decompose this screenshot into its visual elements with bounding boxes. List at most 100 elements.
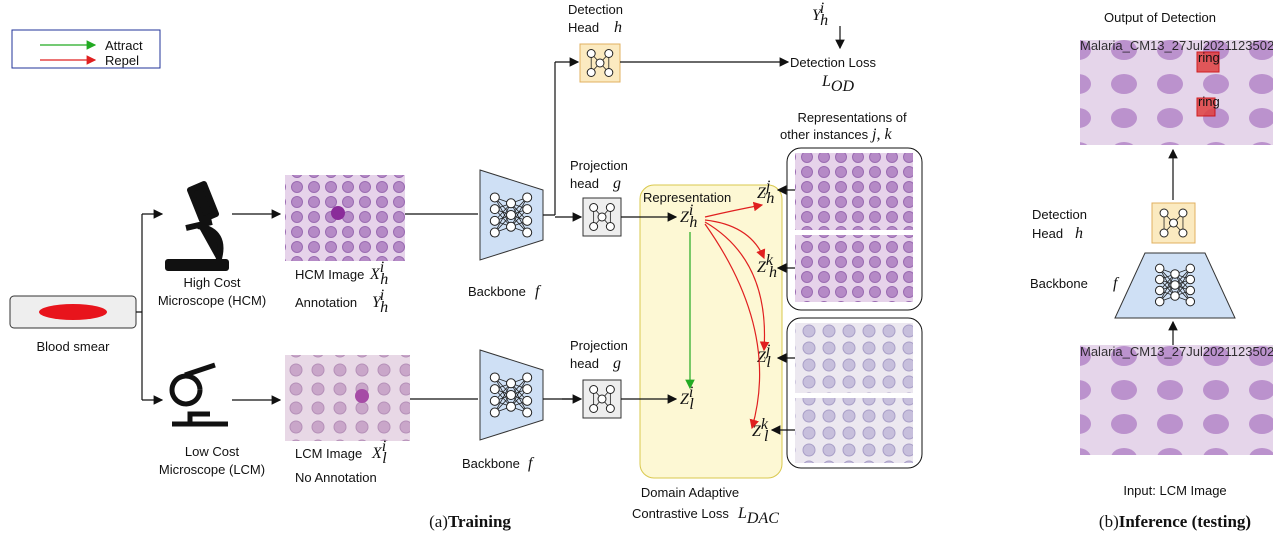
math: g — [613, 355, 621, 372]
label: Microscope (LCM) — [159, 462, 265, 477]
net-node — [490, 408, 499, 417]
net-node — [606, 386, 614, 394]
net-node — [490, 373, 499, 382]
label: Domain Adaptive — [641, 485, 739, 500]
math: h — [614, 19, 622, 36]
label: Microscope (HCM) — [158, 293, 266, 308]
hcm-image — [285, 175, 405, 261]
net-node — [523, 193, 532, 202]
caption-prefix: (a) — [429, 512, 448, 531]
net-node — [606, 223, 614, 231]
caption: (b)Inference (testing) — [1099, 512, 1251, 531]
math-sub: l — [689, 396, 694, 413]
math: g — [613, 175, 621, 192]
label: Projection — [570, 338, 628, 353]
net-node — [507, 199, 516, 208]
net-node — [1186, 264, 1195, 273]
label: Head — [568, 20, 599, 35]
label: other instances — [780, 127, 869, 142]
watermark: Malaria_CM13_27Jul2021123502 — [1080, 344, 1273, 359]
output-image — [1080, 40, 1273, 145]
caption-bold: Training — [448, 512, 511, 531]
label: Low Cost — [185, 444, 240, 459]
net-node — [587, 50, 595, 58]
net-node — [1171, 281, 1180, 290]
net-node — [1155, 286, 1164, 295]
math-sub: l — [382, 450, 387, 467]
math: LOD — [821, 73, 854, 95]
net-node — [596, 59, 604, 67]
microscope-icon — [168, 184, 226, 268]
net-node — [490, 205, 499, 214]
lcm-image — [285, 355, 410, 441]
label: Representation — [643, 190, 731, 205]
caption-prefix: (b) — [1099, 512, 1119, 531]
net-node — [1155, 297, 1164, 306]
label: head — [570, 176, 599, 191]
net-node — [1186, 286, 1195, 295]
net-node — [1186, 297, 1195, 306]
net-node — [507, 211, 516, 220]
net-node — [1160, 209, 1168, 217]
caption: (a)Training — [429, 512, 511, 531]
math: j, k — [870, 126, 892, 143]
net-node — [590, 405, 598, 413]
net-node — [507, 222, 516, 231]
caption-bold: Inference (testing) — [1119, 512, 1251, 531]
math: f — [1113, 275, 1120, 292]
math: Xil — [371, 438, 387, 467]
net-node — [590, 223, 598, 231]
net-node — [1171, 270, 1180, 279]
net-node — [1170, 219, 1178, 227]
net-node — [590, 386, 598, 394]
net-node — [606, 204, 614, 212]
math-sub: h — [380, 299, 388, 316]
label: Output of Detection — [1104, 10, 1216, 25]
math: LDAC — [737, 505, 779, 527]
net-node — [490, 396, 499, 405]
net-node — [1160, 229, 1168, 237]
page: AttractRepelBlood smearHigh CostMicrosco… — [0, 0, 1273, 533]
label: Representations of — [797, 110, 907, 125]
net-node — [523, 205, 532, 214]
net-node — [1179, 209, 1187, 217]
net-node — [490, 193, 499, 202]
net-node — [490, 216, 499, 225]
net-node — [606, 405, 614, 413]
connector — [136, 214, 142, 400]
math-sub: h — [380, 271, 388, 288]
net-node — [523, 216, 532, 225]
parasite — [355, 389, 369, 403]
net-node — [1186, 275, 1195, 284]
math-sub: DAC — [746, 510, 779, 527]
label: LCM Image — [295, 446, 362, 461]
label: Head — [1032, 226, 1063, 241]
net-node — [507, 379, 516, 388]
math: h — [1075, 225, 1083, 242]
label: HCM Image — [295, 267, 364, 282]
net-node — [523, 228, 532, 237]
net-node — [605, 50, 613, 58]
net-node — [605, 69, 613, 77]
smear — [39, 304, 107, 320]
label: Annotation — [295, 295, 357, 310]
input-image — [1080, 345, 1273, 455]
label: High Cost — [183, 275, 240, 290]
net-node — [1155, 275, 1164, 284]
label: Contrastive Loss — [632, 506, 729, 521]
label: Detection — [568, 2, 623, 17]
math: f — [528, 455, 535, 472]
net-node — [587, 69, 595, 77]
net-node — [598, 395, 606, 403]
net-node — [590, 204, 598, 212]
box-label: ring — [1198, 50, 1220, 65]
label: head — [570, 356, 599, 371]
net-node — [1171, 292, 1180, 301]
label: Backbone — [462, 456, 520, 471]
net-node — [490, 385, 499, 394]
net-node — [523, 373, 532, 382]
math-sub: h — [820, 12, 828, 29]
instance-image — [795, 323, 913, 393]
label: Projection — [570, 158, 628, 173]
